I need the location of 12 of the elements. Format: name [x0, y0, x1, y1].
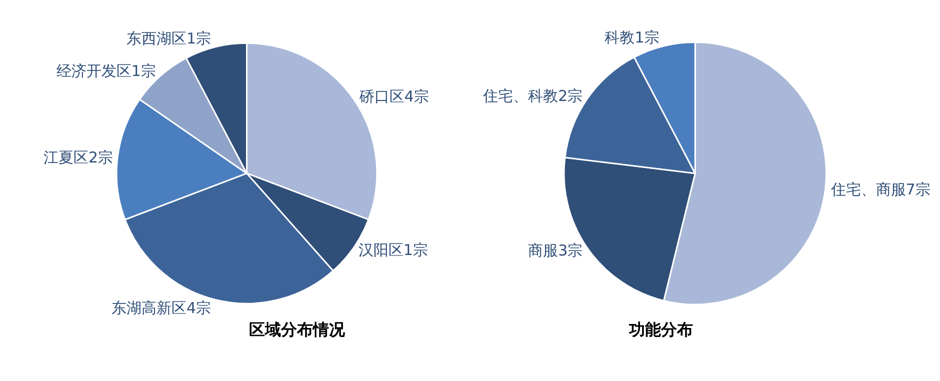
slice-label: 科教1宗: [604, 28, 660, 47]
slice-label: 商服3宗: [528, 242, 583, 260]
slice-label: 东西湖区1宗: [126, 29, 212, 48]
text: 区域分布情况: [249, 320, 346, 339]
slice-label: 硚口区4宗: [358, 87, 429, 106]
slice-label: 经济开发区1宗: [56, 62, 156, 80]
slice-label: 汉阳区1宗: [358, 241, 428, 260]
slice-label: 东湖高新区4宗: [112, 299, 212, 318]
text: 功能分布: [628, 320, 693, 339]
slice-label: 住宅、科教2宗: [482, 86, 583, 105]
slice-label: 江夏区2宗: [43, 148, 114, 167]
slice-label: 住宅、商服7宗: [830, 180, 930, 198]
